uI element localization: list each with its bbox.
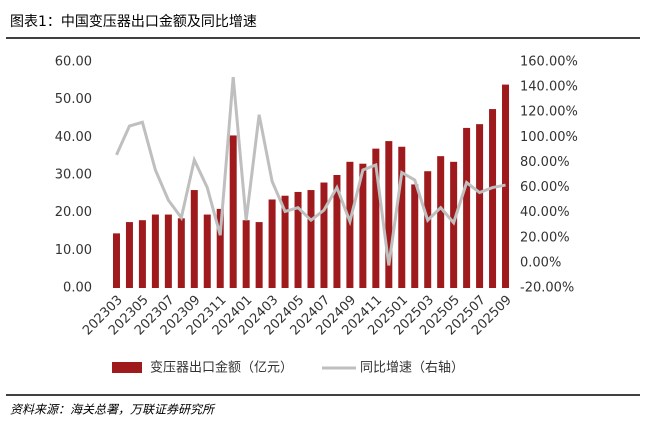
legend-label: 变压器出口金额（亿元）	[150, 360, 293, 376]
y-tick-label: 30.00	[55, 168, 92, 183]
y-tick-label: 60.00	[55, 55, 92, 70]
bar	[255, 222, 263, 288]
bar	[125, 222, 133, 288]
legend-swatch	[112, 362, 142, 373]
y2-tick-label: 100.00%	[520, 130, 578, 145]
bar	[216, 208, 224, 288]
bar	[151, 214, 159, 288]
bar	[190, 190, 198, 288]
y2-tick-label: 160.00%	[520, 55, 578, 70]
bar	[359, 163, 367, 288]
bar	[489, 109, 497, 288]
bar	[320, 182, 328, 288]
bar	[398, 146, 406, 288]
y2-tick-label: 60.00%	[520, 180, 570, 195]
bar	[424, 171, 432, 288]
y-tick-label: 0.00	[63, 281, 92, 296]
y-tick-label: 40.00	[55, 130, 92, 145]
bar	[385, 141, 393, 288]
bar	[268, 199, 276, 288]
bar	[476, 124, 484, 289]
bar	[177, 218, 185, 288]
bar	[281, 195, 289, 288]
bar	[333, 175, 341, 288]
bar	[372, 148, 380, 288]
bar	[112, 233, 120, 288]
bar	[203, 214, 211, 288]
bar	[294, 191, 302, 288]
y2-tick-label: -20.00%	[520, 281, 574, 296]
y2-tick-label: 120.00%	[520, 105, 578, 120]
line	[115, 76, 506, 266]
bar	[229, 135, 237, 288]
source: 资料来源：海关总署，万联证券研究所	[10, 403, 216, 417]
bar	[164, 214, 172, 288]
bar	[437, 156, 445, 288]
chart-title: 图表1：中国变压器出口金额及同比增速	[10, 14, 257, 30]
bar	[307, 190, 315, 288]
y-tick-label: 10.00	[55, 243, 92, 258]
bar	[138, 220, 146, 288]
legend-label: 同比增速（右轴）	[360, 361, 464, 376]
y-tick-label: 50.00	[55, 92, 92, 107]
y2-tick-label: 0.00%	[520, 255, 561, 270]
y2-tick-label: 140.00%	[520, 80, 578, 95]
y2-tick-label: 20.00%	[520, 230, 570, 245]
y2-tick-label: 40.00%	[520, 205, 570, 220]
bar	[463, 127, 471, 289]
y-tick-label: 20.00	[55, 205, 92, 220]
bar	[242, 220, 250, 288]
bar	[411, 184, 419, 288]
y2-tick-label: 80.00%	[520, 155, 570, 170]
